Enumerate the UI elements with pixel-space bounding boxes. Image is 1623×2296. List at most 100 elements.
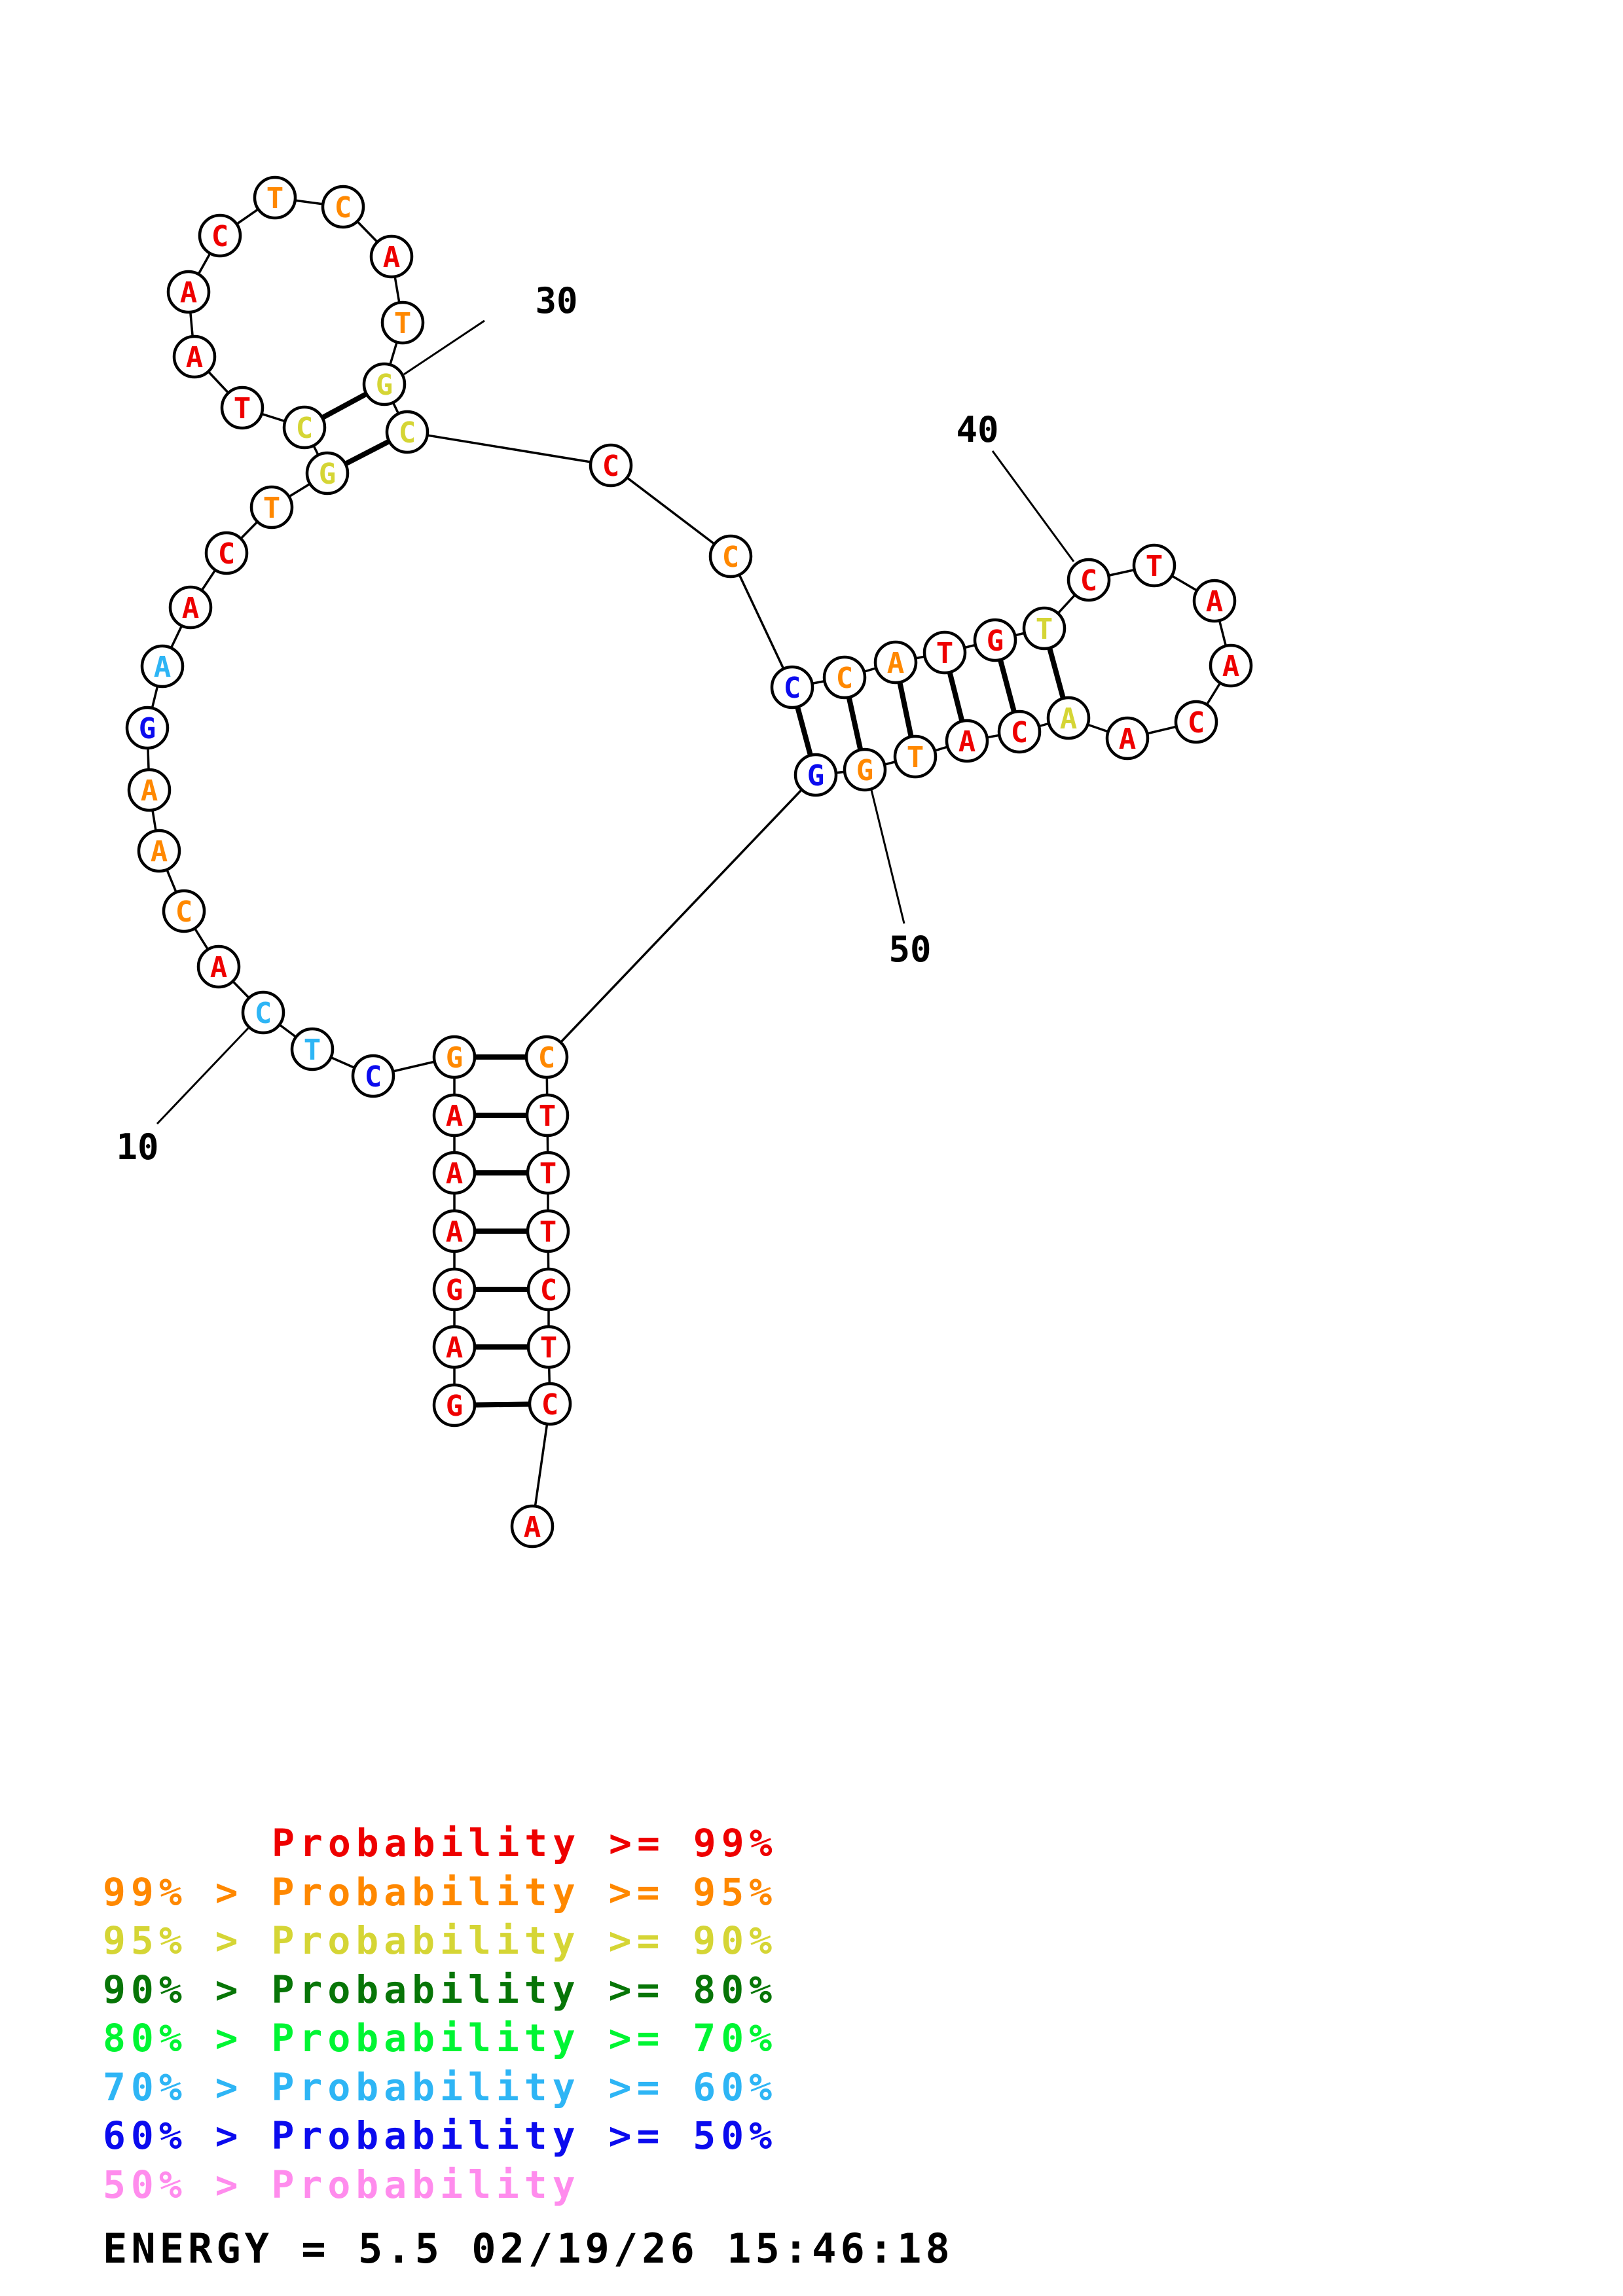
nucleotide-circle xyxy=(432,1325,477,1369)
nucleotide-circle xyxy=(708,534,753,579)
nucleotide-24-A: A xyxy=(166,270,211,314)
nucleotide-circle xyxy=(997,709,1042,754)
nucleotide-8-C: C xyxy=(351,1054,395,1098)
nucleotide-13-A: A xyxy=(137,829,181,873)
nucleotide-circle xyxy=(253,175,297,220)
nucleotide-base-letter: G xyxy=(319,457,337,491)
nucleotide-6-A: A xyxy=(432,1093,477,1138)
nucleotide-base-letter: G xyxy=(446,1041,464,1075)
nucleotide-base-letter: A xyxy=(446,1215,464,1249)
nucleotide-circle xyxy=(922,630,967,675)
callout-line-40 xyxy=(991,450,1075,562)
nucleotide-5-A: A xyxy=(432,1151,477,1195)
nucleotide-4-A: A xyxy=(432,1209,477,1253)
nucleotide-18-C: C xyxy=(204,531,249,575)
nucleotide-circle xyxy=(528,1382,572,1426)
nucleotide-base-letter: A xyxy=(446,1100,464,1133)
nucleotide-40-C: C xyxy=(1067,558,1111,602)
nucleotide-base-letter: A xyxy=(182,592,200,625)
nucleotide-29-T: T xyxy=(380,300,425,345)
nucleotide-circle xyxy=(369,234,414,279)
nucleotide-base-letter: A xyxy=(446,1157,464,1191)
legend-row-7: 60% > Probability >= 50% xyxy=(103,2113,777,2158)
nucleotide-circle xyxy=(589,443,633,488)
legend-row-2: 99% > Probability >= 95% xyxy=(103,1870,777,1914)
nucleotide-circle xyxy=(1209,643,1253,688)
nucleotide-circle xyxy=(793,753,838,797)
nucleotide-base-letter: A xyxy=(210,951,228,984)
nucleotide-49-T: T xyxy=(893,734,938,779)
nucleotide-circle xyxy=(432,1093,477,1138)
nucleotide-43-A: A xyxy=(1209,643,1253,688)
nucleotide-circle xyxy=(432,1035,477,1079)
nucleotide-circle xyxy=(196,944,241,989)
nucleotide-base-letter: T xyxy=(539,1215,557,1249)
nucleotide-20-G: G xyxy=(305,451,350,495)
nucleotide-circle xyxy=(137,829,181,873)
nucleotide-56-C: C xyxy=(526,1267,571,1312)
backbone-lines-layer xyxy=(146,196,1232,1527)
nucleotide-base-letter: C xyxy=(218,537,236,571)
nucleotide-circle xyxy=(166,270,211,314)
nucleotide-circle xyxy=(290,1027,335,1071)
nucleotide-11-A: A xyxy=(196,944,241,989)
nucleotide-28-A: A xyxy=(369,234,414,279)
nucleotide-base-letter: C xyxy=(255,997,272,1030)
nucleotide-base-letter: C xyxy=(1188,706,1205,740)
position-label-10: 10 xyxy=(116,1126,158,1168)
nucleotide-base-letter: C xyxy=(335,191,352,224)
nucleotide-26-T: T xyxy=(253,175,297,220)
nucleotide-circle xyxy=(204,531,249,575)
nucleotide-53-T: T xyxy=(525,1093,570,1138)
nucleotide-30-G: G xyxy=(362,362,407,406)
nucleotide-59-A: A xyxy=(510,1504,555,1549)
nucleotide-52-C: C xyxy=(524,1035,569,1079)
nucleotide-circle xyxy=(127,768,172,812)
nucleotide-45-A: A xyxy=(1105,716,1150,761)
nucleotide-circle xyxy=(1105,716,1150,761)
position-label-40: 40 xyxy=(956,409,998,450)
nucleotide-58-C: C xyxy=(528,1382,572,1426)
nucleotide-41-T: T xyxy=(1132,543,1176,588)
legend-row-1: Probability >= 99% xyxy=(272,1821,778,1865)
nucleotide-46-A: A xyxy=(1046,696,1091,740)
nucleotide-base-letter: T xyxy=(907,741,924,774)
nucleotide-1-G: G xyxy=(432,1383,477,1427)
nucleotide-23-A: A xyxy=(172,334,217,379)
nucleotide-base-letter: A xyxy=(1206,585,1224,619)
nucleotide-base-letter: G xyxy=(376,368,393,402)
nucleotide-base-letter: C xyxy=(836,662,854,695)
legend-row-6: 70% > Probability >= 60% xyxy=(103,2065,777,2109)
position-callout-lines-layer xyxy=(156,319,1075,1125)
backbone-segment-32-33 xyxy=(610,464,732,558)
nucleotide-12-C: C xyxy=(162,889,206,933)
nucleotide-base-letter: C xyxy=(1080,564,1098,598)
nucleotide-circle xyxy=(282,405,327,450)
nucleotide-44-C: C xyxy=(1174,700,1218,744)
nucleotide-base-letter: C xyxy=(541,1388,559,1422)
nucleotide-circle xyxy=(351,1054,395,1098)
nucleotide-55-T: T xyxy=(526,1209,570,1253)
nucleotide-base-letter: G xyxy=(807,759,825,793)
nucleotide-15-G: G xyxy=(125,706,170,750)
nucleotide-base-letter: C xyxy=(175,895,193,929)
nucleotide-42-A: A xyxy=(1192,579,1237,623)
nucleotide-14-A: A xyxy=(127,768,172,812)
legend-row-8: 50% > Probability xyxy=(103,2162,581,2207)
nucleotide-base-letter: A xyxy=(446,1331,464,1365)
nucleotide-base-letter: C xyxy=(784,672,801,705)
nucleotide-base-letter: C xyxy=(296,412,314,445)
nucleotide-circle xyxy=(125,706,170,750)
nucleotide-base-letter: T xyxy=(1146,550,1163,583)
nucleotide-base-letter: A xyxy=(1060,702,1078,736)
nucleotide-27-C: C xyxy=(321,185,365,229)
nucleotide-base-letter: G xyxy=(139,712,156,745)
nucleotide-35-C: C xyxy=(822,655,867,700)
legend-row-5: 80% > Probability >= 70% xyxy=(103,2016,777,2060)
nucleotide-circle xyxy=(380,300,425,345)
nucleotide-base-letter: T xyxy=(394,307,412,340)
nucleotide-circle xyxy=(843,747,887,792)
nucleotide-32-C: C xyxy=(589,443,633,488)
nucleotide-base-letter: C xyxy=(602,450,620,483)
